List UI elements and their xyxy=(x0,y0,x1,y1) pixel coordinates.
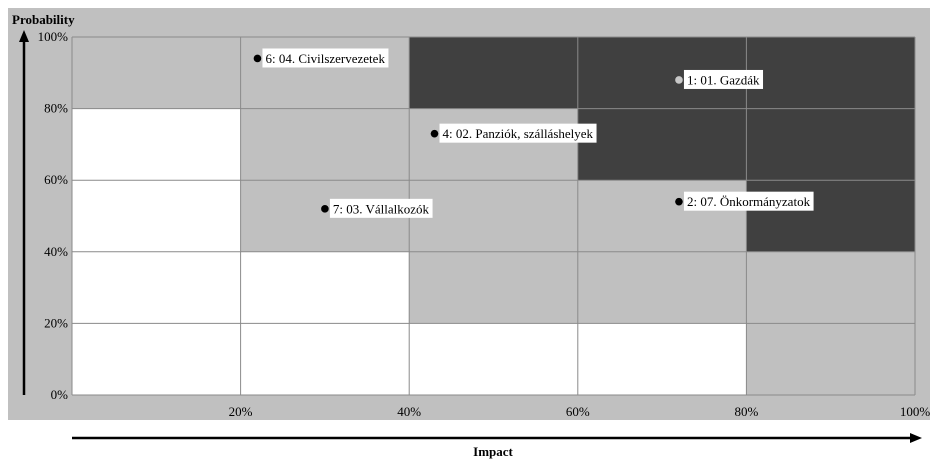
point-marker xyxy=(675,197,683,206)
risk-cell-low xyxy=(240,323,410,395)
data-points: 6: 04. Civilszervezetek 1: 01. Gazdák 4: 0… xyxy=(253,48,814,218)
y-tick-label: 100% xyxy=(38,29,69,44)
data-point: 6: 04. Civilszervezetek xyxy=(253,48,389,68)
point-label: 2: 07. Önkormányzatok xyxy=(687,194,811,209)
point-label-box xyxy=(439,123,597,143)
y-tick-label: 80% xyxy=(44,101,68,116)
risk-cell-medium xyxy=(746,251,915,324)
y-tick-label: 60% xyxy=(44,172,68,187)
risk-cell-low xyxy=(409,323,578,395)
data-point: 1: 01. Gazdák xyxy=(675,69,764,89)
risk-zone-grid xyxy=(72,37,915,395)
x-axis-label: Impact xyxy=(473,444,513,459)
risk-cell-medium xyxy=(240,37,410,109)
x-tick-label: 40% xyxy=(397,404,421,419)
point-marker xyxy=(253,54,262,63)
x-axis-arrow-head xyxy=(910,433,922,443)
risk-cell-low xyxy=(577,323,747,395)
x-tick-label: 100% xyxy=(900,404,931,419)
risk-cell-high xyxy=(577,108,747,181)
risk-cell-medium xyxy=(577,251,747,324)
x-tick-labels: 20% 40% 60% 80% 100% xyxy=(229,404,931,419)
risk-cell-medium xyxy=(240,108,410,181)
point-marker xyxy=(675,76,683,84)
point-marker xyxy=(430,129,439,138)
point-marker xyxy=(321,205,329,213)
point-label: 4: 02. Panziók, szálláshelyek xyxy=(442,126,593,141)
risk-cell-medium xyxy=(409,108,578,181)
point-label: 7: 03. Vállalkozók xyxy=(333,201,430,216)
risk-cell-high xyxy=(409,37,578,109)
risk-cell-medium xyxy=(746,323,915,395)
y-tick-label: 20% xyxy=(44,315,68,330)
risk-cell-high xyxy=(746,108,915,181)
point-label: 6: 04. Civilszervezetek xyxy=(265,51,385,66)
risk-cell-low xyxy=(240,251,410,324)
point-label-box xyxy=(683,69,764,89)
risk-cell-medium xyxy=(577,180,747,252)
data-point: 4: 02. Panziók, szálláshelyek xyxy=(430,123,597,143)
risk-cell-medium xyxy=(409,180,578,252)
data-point: 2: 07. Önkormányzatok xyxy=(675,191,814,211)
risk-cell-medium xyxy=(409,251,578,324)
data-point: 7: 03. Vállalkozók xyxy=(321,198,433,218)
risk-cell-low xyxy=(72,251,241,324)
risk-cell-medium xyxy=(72,37,241,109)
point-label: 1: 01. Gazdák xyxy=(687,72,760,87)
y-axis-label: Probability xyxy=(12,12,75,27)
risk-cell-low xyxy=(72,323,241,395)
risk-cell-low xyxy=(72,180,241,252)
x-tick-label: 20% xyxy=(229,404,253,419)
risk-cell-high xyxy=(746,180,915,252)
point-label-box xyxy=(329,198,433,218)
point-label-box xyxy=(683,191,814,211)
x-tick-label: 60% xyxy=(566,404,590,419)
gridlines xyxy=(71,36,916,396)
x-tick-label: 80% xyxy=(734,404,758,419)
y-axis-arrow-head xyxy=(19,30,29,42)
y-tick-labels: 0% 20% 40% 60% 80% 100% xyxy=(38,29,69,402)
risk-cell-high xyxy=(746,37,915,109)
point-label-box xyxy=(262,48,389,68)
risk-cell-low xyxy=(72,108,241,181)
y-tick-label: 0% xyxy=(51,387,69,402)
y-tick-label: 40% xyxy=(44,244,68,259)
